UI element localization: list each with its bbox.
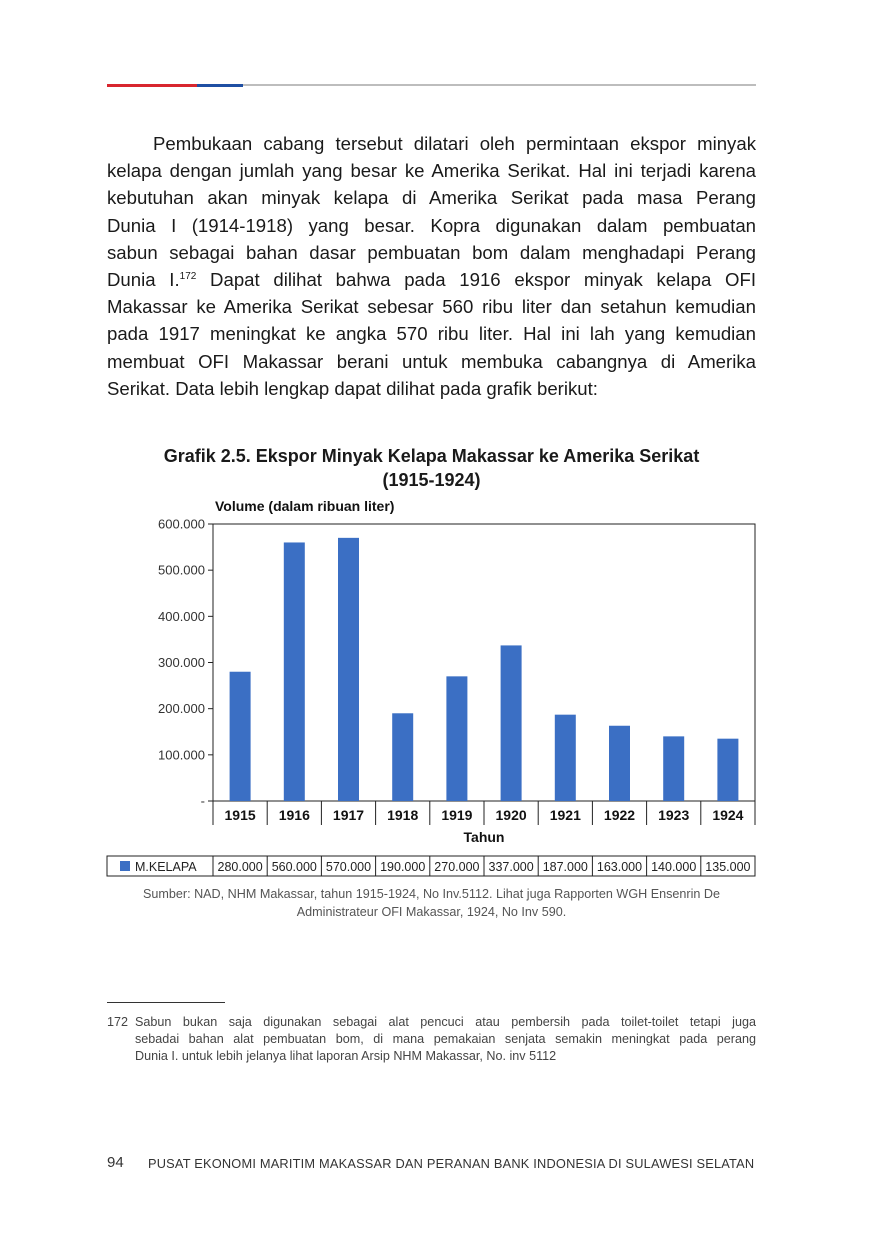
y-tick-label: -	[201, 794, 205, 809]
bar-1920	[500, 645, 522, 801]
header-rule-red-accent	[107, 84, 197, 87]
paragraph-line: Makassar ke Amerika Serikat sebesar 560 …	[107, 296, 756, 318]
footnote-reference[interactable]: 172	[179, 271, 197, 283]
header-rule	[107, 84, 756, 87]
data-table-value: 140.000	[651, 860, 696, 874]
x-tick-label: 1921	[550, 807, 581, 823]
y-axis-label: Volume (dalam ribuan liter)	[215, 498, 394, 514]
footnote-rule	[107, 1002, 225, 1003]
paragraph-line: pada 1917 meningkat ke angka 570 ribu li…	[107, 323, 756, 345]
data-table-value: 135.000	[705, 860, 750, 874]
footnote-line: Sabun bukan saja digunakan sebagai alat …	[135, 1015, 756, 1029]
running-title: PUSAT EKONOMI MARITIM MAKASSAR DAN PERAN…	[148, 1156, 755, 1171]
paragraph-line: Serikat. Data lebih lengkap dapat diliha…	[107, 377, 598, 399]
paragraph-line: Dunia I (1914-1918) yang besar. Kopra di…	[107, 214, 756, 236]
source-line: Sumber: NAD, NHM Makassar, tahun 1915-19…	[142, 887, 721, 901]
data-table-value: 190.000	[380, 860, 425, 874]
paragraph-line: kelapa dengan jumlah yang besar ke Ameri…	[107, 160, 756, 182]
bar-1923	[663, 736, 685, 801]
source-line: Administrateur OFI Makassar, 1924, No In…	[296, 905, 567, 919]
paragraph-line: Pembukaan cabang tersebut dilatari oleh …	[153, 133, 756, 154]
bar-1917	[338, 537, 359, 801]
bar-1921	[554, 714, 576, 801]
y-tick-label: 500.000	[158, 563, 205, 578]
footnote-line: sebadai bahan alat pembuatan bom, di man…	[135, 1032, 756, 1046]
x-axis-label: Tahun	[464, 829, 505, 845]
chart-source: Sumber: NAD, NHM Makassar, tahun 1915-19…	[107, 885, 756, 921]
bar-1918	[392, 713, 414, 801]
x-tick-label: 1919	[441, 807, 472, 823]
paragraph-line: sabun sebagai bahan dasar pembuatan bom …	[107, 241, 756, 263]
x-tick-label: 1924	[712, 807, 743, 823]
legend-swatch	[120, 861, 130, 871]
data-table-value: 187.000	[543, 860, 588, 874]
x-tick-label: 1917	[333, 807, 364, 823]
footnote: 172 Sabun bukan saja digunakan sebagai a…	[107, 1014, 756, 1065]
data-table-value: 280.000	[218, 860, 263, 874]
paragraph-line-rest: Dapat dilihat bahwa pada 1916 ekspor min…	[196, 269, 756, 291]
data-table-value: 163.000	[597, 860, 642, 874]
x-tick-label: 1922	[604, 807, 635, 823]
paragraph-line-with-footnote: Dunia I.172 Dapat dilihat bahwa pada 191…	[107, 266, 756, 293]
bar-1924	[717, 738, 739, 801]
paragraph-line: membuat OFI Makassar berani untuk membuk…	[107, 350, 756, 372]
bar-1919	[446, 676, 468, 801]
paragraph-line: kebutuhan akan minyak kelapa di Amerika …	[107, 187, 756, 209]
x-tick-label: 1923	[658, 807, 689, 823]
chart-title: Grafik 2.5. Ekspor Minyak Kelapa Makassa…	[163, 446, 700, 466]
y-tick-label: 200.000	[158, 701, 205, 716]
y-tick-label: 300.000	[158, 655, 205, 670]
paragraph-line-start: Dunia I.	[107, 269, 180, 291]
bar-chart: Volume (dalam ribuan liter) - 100.000 200.0…	[106, 498, 756, 877]
bar-1922	[609, 725, 630, 801]
y-tick-label: 400.000	[158, 609, 205, 624]
body-paragraph: Pembukaan cabang tersebut dilatari oleh …	[107, 130, 756, 402]
data-table-value: 337.000	[489, 860, 534, 874]
x-tick-label: 1918	[387, 807, 418, 823]
chart-subtitle: (1915-1924)	[382, 470, 481, 490]
bar-1916	[283, 542, 305, 801]
header-rule-blue-accent	[197, 84, 243, 87]
legend-label: M.KELAPA	[135, 860, 197, 874]
bar-1915	[229, 671, 251, 801]
data-table-value: 570.000	[326, 860, 371, 874]
x-tick-label: 1915	[225, 807, 256, 823]
footnote-number: 172	[107, 1015, 129, 1029]
y-tick-label: 100.000	[158, 747, 205, 762]
x-tick-label: 1916	[279, 807, 310, 823]
footnote-line: Dunia I. untuk lebih jelanya lihat lapor…	[135, 1049, 557, 1063]
data-table-value: 270.000	[434, 860, 479, 874]
x-tick-label: 1920	[496, 807, 527, 823]
y-tick-label: 600.000	[158, 517, 205, 532]
page-number: 94	[107, 1154, 124, 1171]
data-table-value: 560.000	[272, 860, 317, 874]
